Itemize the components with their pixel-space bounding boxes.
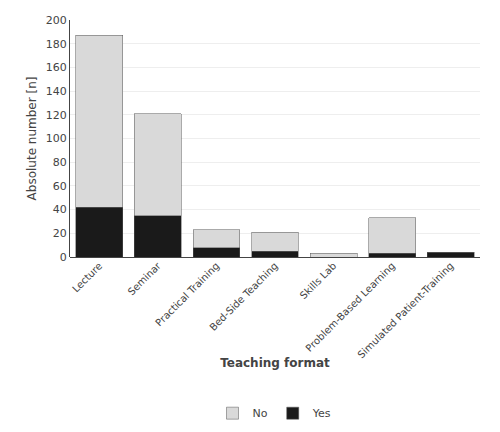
svg-text:Lecture: Lecture bbox=[70, 260, 104, 294]
svg-text:Teaching format: Teaching format bbox=[220, 356, 330, 370]
svg-text:100: 100 bbox=[46, 132, 67, 145]
svg-text:Practical Training: Practical Training bbox=[153, 260, 221, 328]
svg-text:180: 180 bbox=[46, 38, 67, 51]
svg-text:Absolute number [n]: Absolute number [n] bbox=[25, 77, 39, 201]
svg-text:Problem-Based Learning: Problem-Based Learning bbox=[303, 260, 397, 354]
svg-text:120: 120 bbox=[46, 109, 67, 122]
svg-text:Seminar: Seminar bbox=[126, 260, 164, 298]
svg-text:140: 140 bbox=[46, 85, 67, 98]
svg-text:Simulated Patient-Training: Simulated Patient-Training bbox=[355, 260, 455, 360]
svg-text:Skills Lab: Skills Lab bbox=[298, 260, 339, 301]
svg-text:200: 200 bbox=[46, 14, 67, 27]
svg-text:80: 80 bbox=[53, 156, 67, 169]
svg-text:Bed-Side Teaching: Bed-Side Teaching bbox=[207, 260, 280, 333]
svg-text:40: 40 bbox=[53, 203, 67, 216]
svg-text:20: 20 bbox=[53, 227, 67, 240]
svg-text:60: 60 bbox=[53, 180, 67, 193]
svg-text:160: 160 bbox=[46, 61, 67, 74]
svg-text:0: 0 bbox=[60, 251, 67, 264]
svg-text:No: No bbox=[253, 407, 268, 420]
svg-text:Yes: Yes bbox=[312, 407, 331, 420]
